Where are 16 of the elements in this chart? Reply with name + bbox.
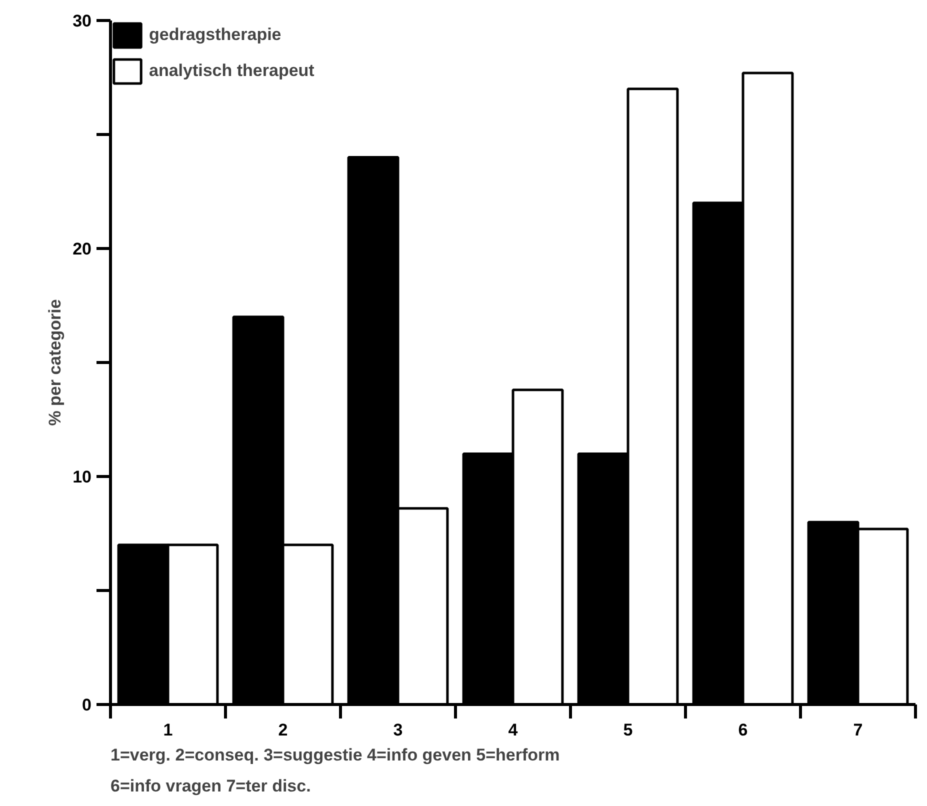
legend-label: analytisch therapeut: [149, 61, 314, 81]
x-tick-label: 2: [278, 720, 288, 740]
text: 6=info vragen 7=ter disc.: [110, 776, 311, 796]
y-tick-label: 30: [72, 12, 92, 30]
x-tick-label: 3: [393, 720, 403, 740]
x-tick-label: 5: [623, 720, 633, 740]
x-tick-label: 1: [163, 720, 173, 740]
y-tick-label: 10: [72, 468, 92, 486]
x-tick-label: 7: [853, 720, 863, 740]
y-axis-title: % per categorie: [46, 299, 65, 426]
x-tick-label: 4: [508, 720, 518, 740]
legend-label: gedragstherapie: [149, 25, 282, 45]
x-tick-label: 6: [738, 720, 748, 740]
text: 1=verg. 2=conseq. 3=suggestie 4=info geven 5=herform: [110, 746, 560, 764]
y-tick-label: 20: [72, 240, 92, 258]
y-tick-label: 0: [82, 696, 92, 714]
